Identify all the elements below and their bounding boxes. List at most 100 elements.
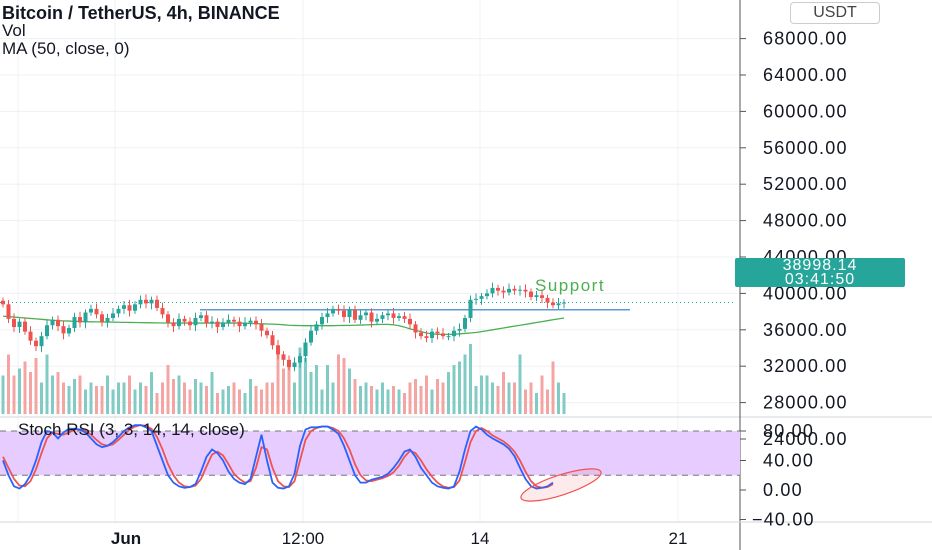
candle-body-72 — [397, 316, 401, 318]
volume-bar-4 — [23, 361, 27, 414]
candle-body-88 — [485, 293, 489, 297]
volume-bar-75 — [414, 379, 417, 414]
candle-body-39 — [215, 321, 220, 328]
candle-body-90 — [496, 287, 500, 291]
candle-body-31 — [171, 322, 176, 327]
volume-bar-41 — [227, 386, 230, 414]
candle-body-52 — [287, 359, 291, 368]
candle-body-59 — [325, 313, 330, 318]
candle-body-61 — [336, 308, 341, 311]
price-axis-label-3: 36000.00 — [763, 320, 848, 340]
volume-bar-63 — [348, 368, 351, 414]
price-axis-label-7: 52000.00 — [763, 174, 848, 194]
volume-bar-81 — [447, 372, 450, 414]
volume-bar-21 — [117, 382, 120, 414]
candle-body-13 — [72, 317, 77, 328]
volume-bar-74 — [408, 382, 412, 414]
candle-body-102 — [562, 302, 566, 304]
volume-bar-8 — [45, 354, 49, 414]
candle-body-1 — [6, 304, 11, 319]
candle-body-47 — [259, 324, 264, 331]
volume-bar-67 — [370, 386, 373, 414]
candle-body-75 — [413, 324, 418, 333]
volume-bar-99 — [546, 389, 549, 414]
candle-body-36 — [199, 315, 203, 318]
volume-bar-100 — [551, 361, 555, 414]
candle-body-49 — [270, 335, 275, 346]
candle-body-66 — [364, 312, 368, 316]
volume-bar-56 — [309, 372, 313, 414]
candle-body-37 — [204, 315, 209, 324]
volume-bar-55 — [304, 358, 307, 414]
volume-bar-45 — [249, 379, 252, 414]
candle-body-56 — [309, 330, 313, 343]
candle-body-94 — [518, 289, 522, 291]
volume-bar-42 — [232, 382, 236, 414]
volume-bar-101 — [557, 382, 560, 414]
volume-bar-51 — [282, 368, 285, 414]
candle-body-7 — [39, 336, 44, 347]
candle-body-23 — [127, 305, 132, 311]
volume-bar-70 — [386, 389, 390, 414]
price-axis-label-1: 28000.00 — [763, 393, 848, 413]
candle-body-55 — [303, 342, 308, 357]
candle-body-10 — [56, 319, 60, 327]
price-axis-label-6: 48000.00 — [763, 211, 848, 231]
volume-bar-18 — [100, 386, 104, 414]
candle-body-97 — [534, 295, 539, 298]
volume-bar-9 — [51, 375, 54, 414]
volume-bar-14 — [78, 375, 82, 414]
volume-legend: Vol — [2, 21, 26, 40]
candle-body-17 — [94, 308, 99, 315]
candle-body-25 — [138, 299, 143, 305]
time-axis-label-3: 21 — [669, 529, 688, 548]
candle-body-11 — [61, 326, 66, 334]
candle-body-82 — [452, 330, 456, 337]
candle-body-22 — [122, 305, 126, 309]
volume-bar-98 — [540, 375, 544, 414]
volume-bar-88 — [485, 375, 489, 414]
volume-bar-23 — [128, 375, 131, 414]
volume-bar-36 — [199, 382, 203, 414]
candle-body-45 — [248, 320, 253, 323]
volume-bar-3 — [18, 368, 21, 414]
volume-bar-94 — [518, 354, 522, 414]
ma-legend: MA (50, close, 0) — [2, 39, 130, 58]
volume-bar-72 — [397, 389, 401, 414]
candle-body-80 — [441, 333, 445, 337]
volume-bar-35 — [194, 379, 197, 414]
candle-body-65 — [358, 315, 363, 320]
volume-bar-34 — [188, 389, 192, 414]
volume-bar-59 — [326, 365, 329, 414]
candle-body-58 — [320, 317, 324, 325]
volume-bar-68 — [375, 389, 379, 414]
candle-body-15 — [83, 312, 88, 323]
volume-bar-66 — [364, 382, 368, 414]
candle-body-70 — [386, 313, 390, 316]
currency-button[interactable]: USDT — [790, 2, 880, 24]
candle-body-68 — [375, 318, 379, 322]
volume-bar-39 — [216, 393, 219, 414]
candle-body-87 — [479, 296, 484, 299]
volume-bar-83 — [458, 361, 461, 414]
candle-body-9 — [50, 319, 55, 326]
volume-bar-43 — [238, 389, 241, 414]
volume-bar-0 — [1, 375, 5, 414]
volume-bar-57 — [315, 365, 318, 414]
volume-bar-79 — [436, 379, 439, 414]
candle-body-50 — [276, 345, 280, 355]
time-axis-label-2: 14 — [471, 529, 490, 548]
volume-bar-62 — [342, 358, 346, 414]
volume-bar-16 — [89, 382, 93, 414]
ma-line — [2, 315, 565, 336]
volume-bar-87 — [480, 375, 483, 414]
volume-bar-12 — [67, 386, 71, 414]
volume-bar-6 — [34, 358, 38, 414]
last-price: 38998.14 — [782, 257, 858, 274]
candle-body-84 — [463, 317, 467, 329]
candle-body-5 — [28, 331, 33, 341]
volume-bar-92 — [507, 382, 511, 414]
volume-bar-71 — [392, 386, 395, 414]
rsi-axis-label-2: 0.00 — [763, 480, 803, 500]
